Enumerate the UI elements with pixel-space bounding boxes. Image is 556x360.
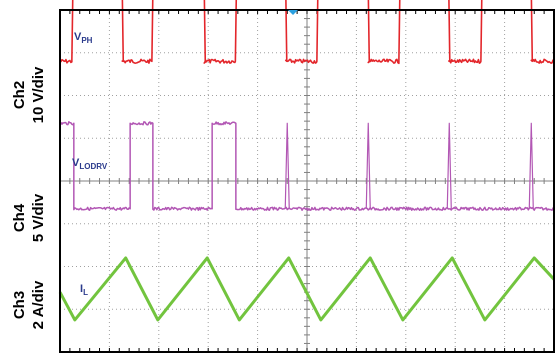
ch2-signal-label: VPH <box>74 31 93 45</box>
ch2-axis-label-line2: 10 V/div <box>30 66 47 123</box>
ch4-signal-label-main: V <box>72 157 80 169</box>
ch2-trace <box>59 0 555 65</box>
ch4-signal-label: VLODRV <box>72 157 108 171</box>
trigger-marker <box>288 10 298 15</box>
ch2-signal-label-main: V <box>74 31 82 43</box>
ch4-spike <box>446 122 452 209</box>
ch4-spike <box>365 122 371 209</box>
ch3-signal-label-main: I <box>80 283 83 295</box>
ch4-axis-label-line2: 5 V/div <box>30 193 47 242</box>
ch4-signal-label-sub: LODRV <box>79 162 108 171</box>
traces <box>58 0 556 322</box>
ch4-axis-label-line1: Ch4 <box>11 203 28 232</box>
ch3-signal-label-sub: L <box>83 288 88 297</box>
plot-frame <box>59 9 555 353</box>
ch2-signal-label-sub: PH <box>81 36 92 45</box>
ch3-axis-label-line1: Ch3 <box>11 291 28 319</box>
ch4-spike <box>528 122 534 209</box>
ch3-signal-label: IL <box>80 283 88 297</box>
ch3-trace <box>58 256 556 322</box>
ch4-trace <box>59 121 555 212</box>
ch3-axis-label-line2: 2 A/div <box>30 280 47 329</box>
ch4-spike <box>284 122 290 209</box>
ch2-axis-label-line1: Ch2 <box>11 81 28 109</box>
